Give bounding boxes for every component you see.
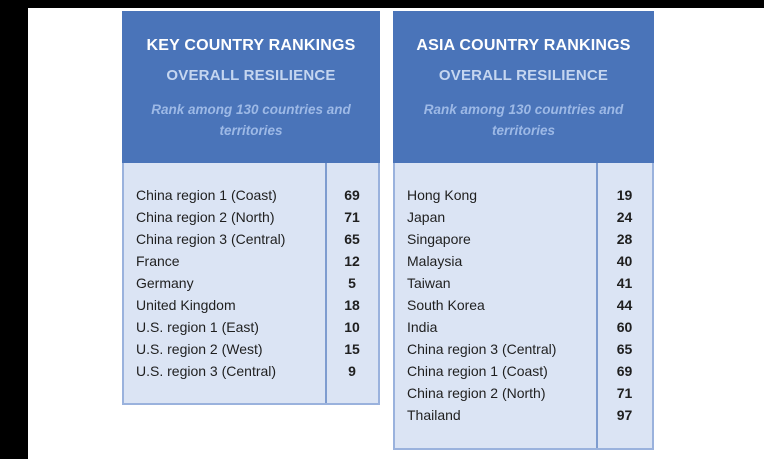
table-row: India 60 <box>395 316 652 338</box>
rank-value: 18 <box>344 297 360 313</box>
table-note: Rank among 130 countries and territories <box>423 102 624 138</box>
country-name: China region 2 (North) <box>136 209 275 225</box>
table-header: KEY COUNTRY RANKINGS OVERALL RESILIENCE … <box>122 11 380 163</box>
table-subtitle: OVERALL RESILIENCE <box>438 67 609 84</box>
country-name: China region 1 (Coast) <box>136 187 277 203</box>
table-row: Thailand 97 <box>395 404 652 426</box>
country-name: U.S. region 2 (West) <box>136 341 263 357</box>
country-name: China region 3 (Central) <box>136 231 286 247</box>
table-row: China region 2 (North) 71 <box>124 206 378 228</box>
rank-value: 24 <box>616 209 633 225</box>
column-divider-line <box>325 163 327 403</box>
country-name: United Kingdom <box>136 297 236 313</box>
rank-value: 19 <box>616 187 633 203</box>
table-row: Hong Kong 19 <box>395 184 652 206</box>
country-name: Singapore <box>407 231 471 247</box>
table-row: China region 1 (Coast) 69 <box>124 184 378 206</box>
country-name: China region 2 (North) <box>407 385 546 401</box>
country-name: France <box>136 253 180 269</box>
table-row: United Kingdom 18 <box>124 294 378 316</box>
table-header: ASIA COUNTRY RANKINGS OVERALL RESILIENCE… <box>393 11 654 163</box>
rank-value: 15 <box>344 341 360 357</box>
table-body: Hong Kong 19 Japan 24 Singapore 28 Malaysia 40 T… <box>393 163 654 450</box>
table-row: China region 3 (Central) 65 <box>124 228 378 250</box>
rank-value: 69 <box>616 363 633 379</box>
rank-value: 71 <box>616 385 633 401</box>
country-name: Hong Kong <box>407 187 478 203</box>
table-row: China region 1 (Coast) 69 <box>395 360 652 382</box>
table-row: China region 3 (Central) 65 <box>395 338 652 360</box>
rank-value: 60 <box>616 319 633 335</box>
table-row: Singapore 28 <box>395 228 652 250</box>
country-name: Thailand <box>407 407 461 423</box>
country-name: Japan <box>407 209 446 225</box>
rank-value: 5 <box>348 275 356 291</box>
table-title: KEY COUNTRY RANKINGS <box>146 37 356 54</box>
table-row: China region 2 (North) 71 <box>395 382 652 404</box>
country-name: India <box>407 319 438 335</box>
country-name: China region 3 (Central) <box>407 341 557 357</box>
table-row: Malaysia 40 <box>395 250 652 272</box>
key-country-rankings-table: KEY COUNTRY RANKINGS OVERALL RESILIENCE … <box>122 11 380 405</box>
table-row: Taiwan 41 <box>395 272 652 294</box>
country-name: Germany <box>136 275 194 291</box>
rank-value: 69 <box>344 187 360 203</box>
rank-value: 71 <box>344 209 360 225</box>
table-row: Japan 24 <box>395 206 652 228</box>
table-row: U.S. region 1 (East) 10 <box>124 316 378 338</box>
table-row: France 12 <box>124 250 378 272</box>
rank-value: 40 <box>616 253 633 269</box>
rank-value: 44 <box>616 297 633 313</box>
country-name: U.S. region 3 (Central) <box>136 363 277 379</box>
table-note: Rank among 130 countries and territories <box>151 102 351 138</box>
country-name: Malaysia <box>407 253 463 269</box>
table-title: ASIA COUNTRY RANKINGS <box>416 37 631 54</box>
asia-country-rankings-table: ASIA COUNTRY RANKINGS OVERALL RESILIENCE… <box>393 11 654 450</box>
rank-value: 65 <box>344 231 360 247</box>
table-row: Germany 5 <box>124 272 378 294</box>
country-name: Taiwan <box>407 275 451 291</box>
top-frame-bar <box>0 0 764 8</box>
table-subtitle: OVERALL RESILIENCE <box>166 67 336 84</box>
table-row: South Korea 44 <box>395 294 652 316</box>
rank-value: 65 <box>616 341 633 357</box>
rank-value: 28 <box>616 231 633 247</box>
rank-value: 97 <box>616 407 633 423</box>
column-divider-line <box>596 163 598 448</box>
country-name: China region 1 (Coast) <box>407 363 548 379</box>
left-frame-bar <box>0 0 28 459</box>
rank-value: 12 <box>344 253 360 269</box>
table-row: U.S. region 3 (Central) 9 <box>124 360 378 382</box>
table-row: U.S. region 2 (West) 15 <box>124 338 378 360</box>
rank-value: 9 <box>348 363 356 379</box>
table-body: China region 1 (Coast) 69 China region 2 (… <box>122 163 380 405</box>
rank-value: 41 <box>616 275 633 291</box>
country-name: South Korea <box>407 297 485 313</box>
rank-value: 10 <box>344 319 360 335</box>
country-name: U.S. region 1 (East) <box>136 319 259 335</box>
